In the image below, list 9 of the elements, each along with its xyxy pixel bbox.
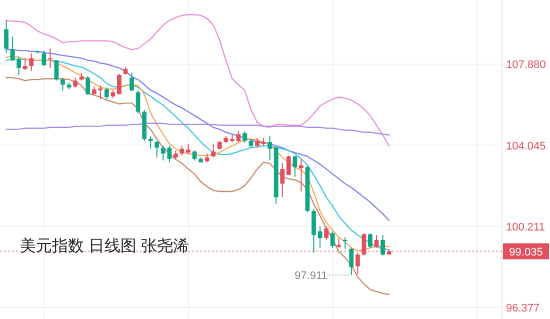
ref-line-label: 99.035 [509,246,543,258]
y-tick-label: 107.880 [506,59,546,72]
y-tick-label: 104.045 [506,140,546,152]
line-series [6,122,390,136]
y-tick-label: 100.211 [506,221,545,234]
text: 美元指数 日线图 张尧浠 [20,237,189,255]
y-tick-label: 96.377 [506,302,540,315]
annotation: 97.911 [294,270,328,282]
line-series [6,14,390,146]
